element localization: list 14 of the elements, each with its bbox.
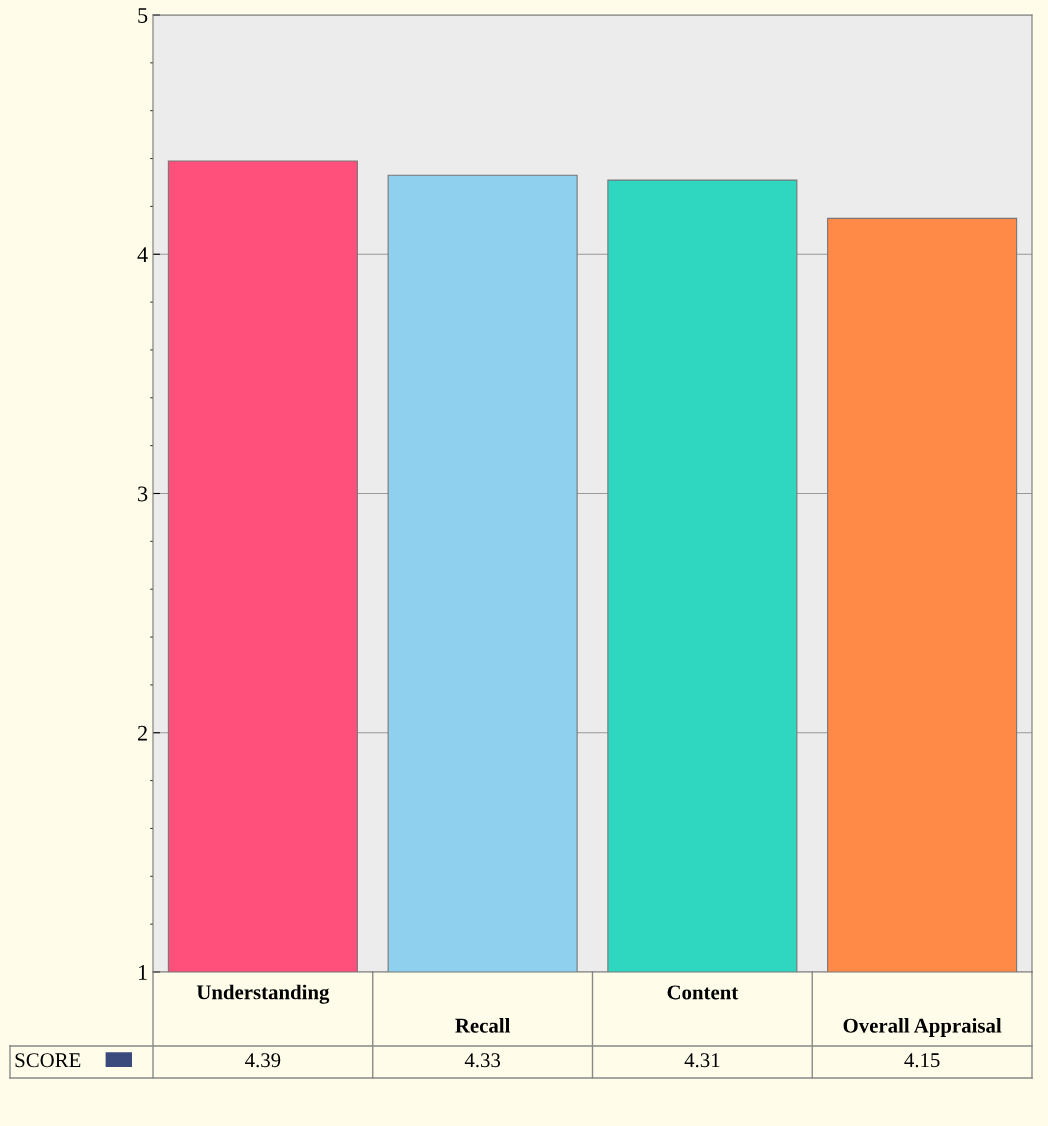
x-tick-label: Content <box>667 985 739 1000</box>
data-label: 4.31 <box>684 1053 720 1068</box>
x-tick-label: Recall <box>455 1018 511 1033</box>
data-label: 4.15 <box>904 1053 940 1068</box>
y-tick-label: 5 <box>138 8 148 23</box>
data-label: 4.39 <box>245 1053 281 1068</box>
text: SCORE <box>15 1053 81 1068</box>
y-tick-label: 4 <box>137 247 148 262</box>
data-label: 4.33 <box>464 1053 501 1068</box>
x-tick-label: Understanding <box>196 984 330 1004</box>
y-tick-label: 2 <box>138 725 147 741</box>
y-tick-label: 1 <box>138 965 147 980</box>
y-tick-label: 3 <box>138 486 148 502</box>
x-tick-label: Overall Appraisal <box>843 1018 1002 1037</box>
